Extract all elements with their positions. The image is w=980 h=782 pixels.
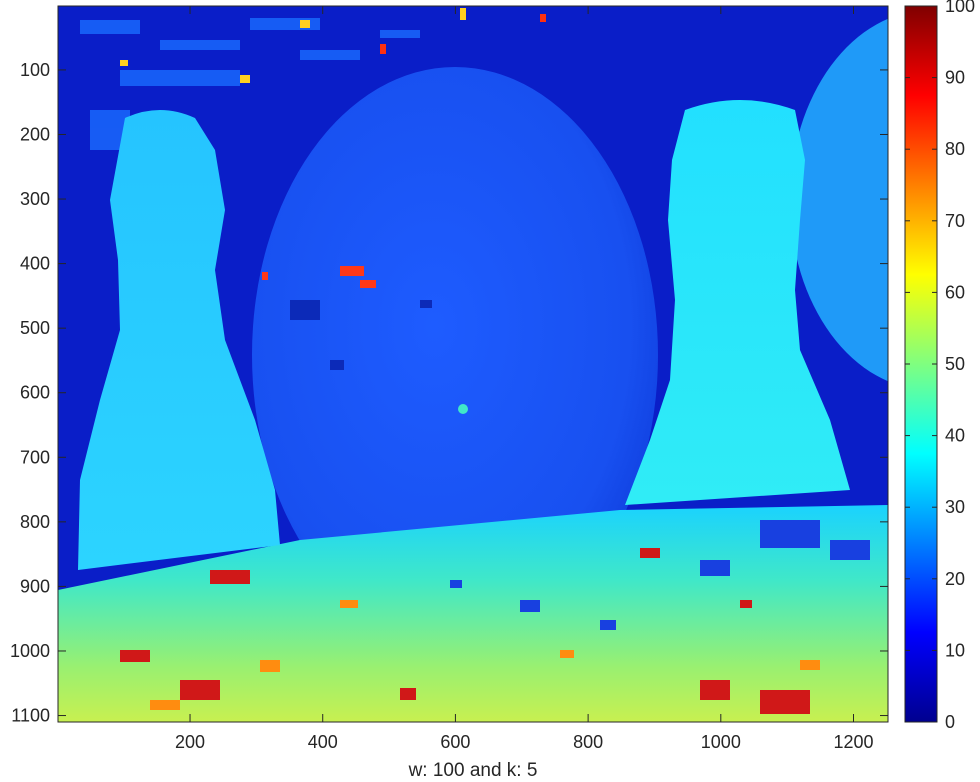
ball-speckle-dark	[290, 300, 432, 370]
x-tick-label: 600	[440, 732, 470, 752]
colorbar-tick-label: 60	[945, 282, 965, 302]
colorbar-ticks: 0 10 20 30 40 50 60 70 80 90 100	[905, 0, 975, 732]
y-tick-label: 200	[20, 124, 50, 144]
x-tick-label: 400	[308, 732, 338, 752]
y-tick-label: 700	[20, 447, 50, 467]
floor-speckle-blue	[450, 520, 870, 630]
ball-speckle-spot	[458, 404, 468, 414]
floor-speckle-red	[120, 548, 810, 714]
y-tick-label: 400	[20, 254, 50, 274]
colorbar	[904, 5, 938, 723]
colorbar-tick-label: 80	[945, 139, 965, 159]
floor-speckle-orange	[150, 600, 820, 710]
ball-region	[252, 67, 658, 643]
y-tick-label: 600	[20, 383, 50, 403]
x-tick-label: 200	[175, 732, 205, 752]
colorbar-tick-label: 20	[945, 569, 965, 589]
x-axis-label: w: 100 and k: 5	[408, 760, 538, 781]
ball-speckle-red	[262, 266, 376, 288]
y-tick-label: 500	[20, 318, 50, 338]
colorbar-tick-label: 0	[945, 712, 955, 732]
plot-frame	[57, 5, 889, 723]
right-pin-region	[625, 100, 850, 505]
y-tick-label: 300	[20, 189, 50, 209]
colorbar-tick-label: 90	[945, 68, 965, 88]
colorbar-tick-label: 100	[945, 0, 975, 16]
y-tick-label: 800	[20, 512, 50, 532]
x-axis: 200 400 600 800 1000 1200	[175, 6, 874, 752]
colorbar-tick-label: 40	[945, 426, 965, 446]
noise-top-bright	[120, 8, 466, 83]
colorbar-tick-label: 70	[945, 211, 965, 231]
y-axis: 100 200 300 400 500 600 700 800 900 1000 1100	[10, 60, 888, 726]
right-sphere-region	[790, 18, 888, 382]
x-tick-label: 1200	[833, 732, 873, 752]
colorbar-tick-label: 50	[945, 354, 965, 374]
colorbar-tick-label: 10	[945, 640, 965, 660]
y-tick-label: 100	[20, 60, 50, 80]
y-tick-label: 1100	[11, 706, 50, 726]
disparity-heatmap	[58, 6, 888, 722]
colorbar-tick-label: 30	[945, 497, 965, 517]
y-tick-label: 1000	[10, 641, 50, 661]
x-tick-label: 1000	[701, 732, 741, 752]
left-pin-region	[78, 110, 280, 570]
y-tick-label: 900	[20, 576, 50, 596]
x-tick-label: 800	[573, 732, 603, 752]
